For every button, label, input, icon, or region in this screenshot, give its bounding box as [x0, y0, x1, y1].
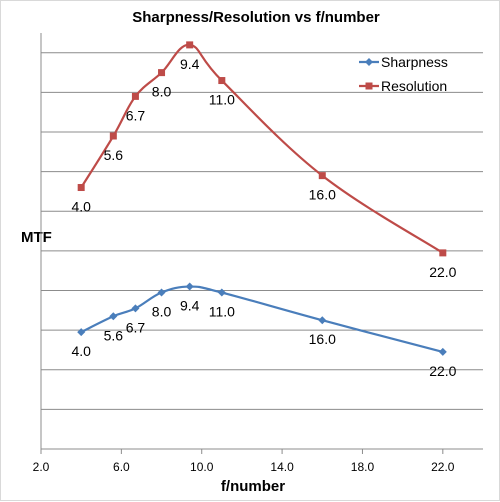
- x-axis-title: f/number: [221, 478, 285, 495]
- legend-label-resolution: Resolution: [381, 78, 447, 94]
- sharpness-point-2: [131, 304, 140, 313]
- sharpness-data-label-1: 5.6: [104, 327, 124, 343]
- y-axis-title: MTF: [21, 229, 52, 246]
- x-tick-label-3: 14.0: [270, 460, 294, 474]
- resolution-point-6: [318, 172, 326, 180]
- resolution-point-5: [218, 77, 226, 85]
- chart-title: Sharpness/Resolution vs f/number: [132, 9, 380, 26]
- resolution-point-4: [186, 41, 194, 49]
- sharpness-point-6: [318, 316, 327, 325]
- sharpness-point-3: [157, 288, 166, 297]
- x-tick-label-4: 18.0: [351, 460, 375, 474]
- series-line-resolution: [80, 43, 444, 254]
- sharpness-data-label-4: 9.4: [180, 298, 200, 314]
- legend-marker-resolution: [365, 82, 373, 90]
- resolution-point-0: [77, 184, 85, 192]
- sharpness-point-1: [109, 312, 118, 321]
- resolution-point-7: [439, 249, 447, 257]
- legend: Sharpness Resolution: [359, 54, 448, 94]
- legend-label-sharpness: Sharpness: [381, 54, 448, 70]
- gridlines: [41, 52, 483, 410]
- sharpness-point-7: [438, 347, 447, 356]
- sharpness-point-5: [217, 288, 226, 297]
- sharpness-data-label-6: 16.0: [309, 331, 336, 347]
- x-tick-label-5: 22.0: [431, 460, 455, 474]
- sharpness-point-0: [77, 328, 86, 337]
- axes: 2.0 6.0 10.0 14.0 18.0 22.0: [33, 33, 483, 474]
- resolution-data-label-7: 22.0: [429, 264, 456, 280]
- resolution-data-label-6: 16.0: [309, 187, 336, 203]
- x-tick-label-2: 10.0: [190, 460, 214, 474]
- resolution-data-label-1: 5.6: [104, 147, 124, 163]
- x-tick-label-1: 6.0: [113, 460, 130, 474]
- resolution-data-label-3: 8.0: [152, 84, 172, 100]
- series-resolution: [77, 41, 447, 257]
- resolution-data-label-4: 9.4: [180, 56, 200, 72]
- data-labels: 4.05.6 6.78.0 9.4 11.016.022.04.05.66.78.09…: [71, 56, 456, 379]
- series-sharpness: [77, 282, 447, 356]
- sharpness-data-label-5: 11.0: [209, 304, 235, 320]
- resolution-point-1: [109, 132, 117, 140]
- series-lines: [77, 41, 447, 356]
- legend-marker-sharpness: [365, 58, 373, 66]
- x-tick-label-0: 2.0: [33, 460, 50, 474]
- sharpness-data-label-2: 6.7: [126, 319, 146, 335]
- resolution-data-label-2: 6.7: [126, 107, 146, 123]
- sharpness-data-label-7: 22.0: [429, 363, 456, 379]
- sharpness-point-4: [185, 282, 194, 291]
- resolution-data-label-5: 11.0: [209, 92, 235, 108]
- sharpness-data-label-0: 4.0: [71, 343, 91, 359]
- resolution-point-3: [158, 69, 166, 77]
- resolution-point-2: [131, 92, 139, 100]
- resolution-data-label-0: 4.0: [71, 199, 91, 215]
- sharpness-data-label-3: 8.0: [152, 304, 172, 320]
